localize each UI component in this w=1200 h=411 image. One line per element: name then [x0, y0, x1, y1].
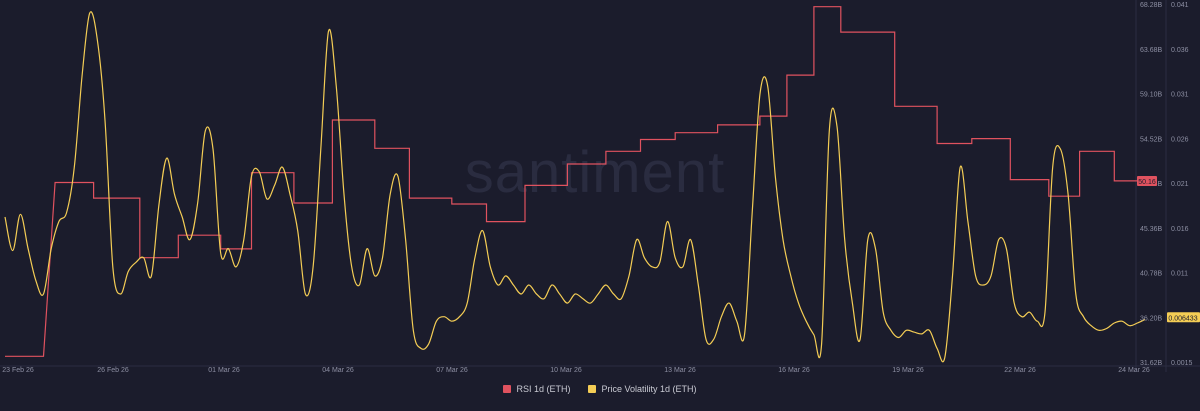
rsi-last-value-badge — [1137, 175, 1157, 186]
x-axis-tick-label: 07 Mar 26 — [436, 367, 468, 374]
volatility-last-value-label: 0.006433 — [1168, 315, 1197, 322]
left-axis-tick-label: 59.10B — [1140, 92, 1163, 99]
right-axis-tick-label: 0.036 — [1171, 47, 1189, 54]
x-axis-tick-label: 24 Mar 26 — [1118, 367, 1150, 374]
left-axis-tick-label: 40.78B — [1140, 271, 1163, 278]
watermark: santiment — [465, 140, 725, 205]
right-axis-tick-label: 0.041 — [1171, 2, 1189, 9]
series-line-volatility[interactable] — [4, 11, 1146, 363]
legend-swatch-rsi — [503, 385, 512, 393]
left-axis-tick-label: 63.68B — [1140, 47, 1163, 54]
x-axis-tick-label: 10 Mar 26 — [550, 367, 582, 374]
chart-grid — [0, 0, 1200, 372]
x-axis-tick-label: 01 Mar 26 — [208, 367, 240, 374]
left-axis-tick-label: 54.52B — [1140, 136, 1163, 143]
legend-item-volatility[interactable]: Price Volatility 1d (ETH) — [588, 384, 697, 394]
legend-label-rsi: RSI 1d (ETH) — [516, 384, 571, 394]
legend: RSI 1d (ETH) Price Volatility 1d (ETH) — [0, 384, 1200, 394]
x-axis-tick-label: 26 Feb 26 — [97, 367, 129, 374]
right-axis-tick-label: 0.011 — [1171, 271, 1188, 278]
right-axis-tick-label: 0.016 — [1171, 226, 1189, 233]
left-axis-tick-label: 31.62B — [1140, 360, 1163, 367]
left-axis-tick-label: 45.36B — [1140, 226, 1163, 233]
legend-swatch-volatility — [588, 385, 597, 393]
axis-layer: 68.28B63.68B59.10B54.52B49.94B45.36B40.7… — [1137, 2, 1200, 367]
series-layer — [4, 6, 1146, 363]
x-axis-tick-label: 13 Mar 26 — [664, 367, 696, 374]
x-axis-tick-label: 22 Mar 26 — [1004, 367, 1036, 374]
left-axis-tick-label: 36.20B — [1140, 315, 1163, 322]
right-axis-tick-label: 0.026 — [1171, 136, 1189, 143]
legend-label-volatility: Price Volatility 1d (ETH) — [601, 384, 697, 394]
x-axis-tick-label: 04 Mar 26 — [322, 367, 354, 374]
right-axis-tick-label: 0.021 — [1171, 181, 1189, 188]
right-axis-tick-label: 0.031 — [1171, 92, 1189, 99]
right-axis-tick-label: 0.0015 — [1171, 360, 1193, 367]
x-axis-tick-label: 16 Mar 26 — [778, 367, 810, 374]
x-axis-tick-label: 23 Feb 26 — [2, 367, 34, 374]
left-axis-tick-label: 68.28B — [1140, 2, 1163, 9]
volatility-last-value-badge — [1167, 312, 1200, 323]
x-axis: 23 Feb 26 26 Feb 26 01 Mar 26 04 Mar 26 07 M… — [2, 367, 1150, 374]
series-line-rsi[interactable] — [5, 6, 1146, 357]
rsi-last-value-label: 50.16 — [1138, 179, 1156, 186]
x-axis-tick-label: 19 Mar 26 — [892, 367, 924, 374]
legend-item-rsi[interactable]: RSI 1d (ETH) — [503, 384, 570, 394]
